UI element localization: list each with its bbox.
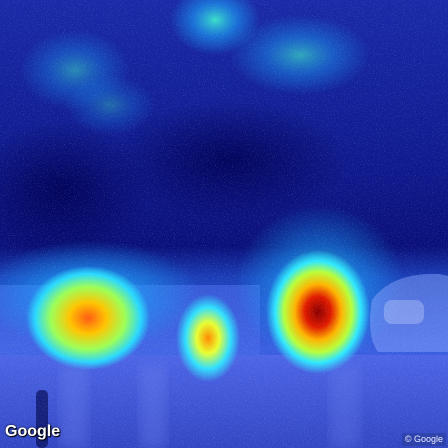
road-streak-2 <box>140 365 166 448</box>
copyright-badge: © Google <box>401 433 446 446</box>
google-logo[interactable]: Google <box>5 423 61 440</box>
road-streak-1 <box>60 365 88 448</box>
road-streak-3 <box>330 365 360 448</box>
